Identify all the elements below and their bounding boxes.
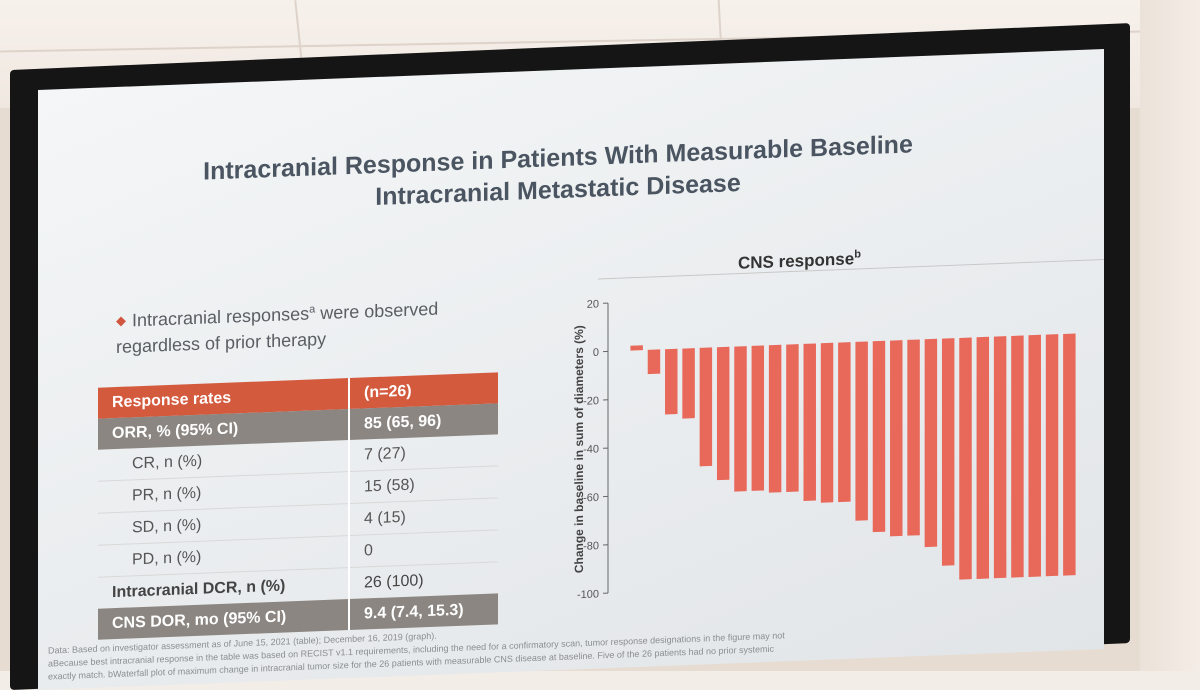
diamond-bullet-icon: ◆ (116, 313, 126, 328)
waterfall-bar (700, 347, 712, 466)
row-value: 9.4 (7.4, 15.3) (349, 593, 498, 630)
y-tick-label: 20 (587, 298, 599, 310)
waterfall-bar (890, 340, 902, 536)
waterfall-bar (1029, 335, 1041, 577)
waterfall-bar (648, 349, 660, 374)
waterfall-bar (717, 347, 729, 480)
waterfall-bar (786, 344, 798, 492)
waterfall-bar (873, 341, 885, 532)
y-tick-label: 0 (593, 347, 599, 359)
waterfall-bar (804, 343, 816, 501)
waterfall-bar (821, 343, 833, 503)
waterfall-bar (682, 348, 694, 419)
waterfall-bar (665, 349, 677, 415)
waterfall-bar (994, 336, 1006, 578)
waterfall-bar (630, 345, 642, 350)
slide-title: Intracranial Response in Patients With M… (148, 126, 968, 222)
waterfall-bar (769, 345, 781, 493)
y-axis-label: Change in baseline in sum of diameters (… (572, 325, 586, 574)
waterfall-bar (907, 339, 919, 535)
waterfall-bar (959, 337, 971, 579)
wall-right (1140, 0, 1200, 671)
projected-slide: Intracranial Response in Patients With M… (38, 49, 1104, 690)
waterfall-bar (1063, 333, 1075, 575)
waterfall-bar (855, 341, 867, 520)
chart-title-superscript: b (854, 248, 861, 260)
waterfall-bar (838, 342, 850, 502)
waterfall-bar (734, 346, 746, 491)
waterfall-bar (1011, 335, 1023, 577)
response-rates-table: Response rates (n=26) ORR, % (95% CI) 85… (98, 372, 498, 639)
waterfall-bar (752, 345, 764, 490)
waterfall-bar (1046, 334, 1058, 576)
bullet-point: ◆Intracranial responsesa were observed r… (116, 290, 516, 359)
bullet-text: Intracranial responses (132, 304, 309, 331)
y-tick-label: -100 (577, 588, 599, 601)
waterfall-bar (925, 339, 937, 547)
waterfall-bar (977, 337, 989, 579)
waterfall-bar (942, 338, 954, 566)
